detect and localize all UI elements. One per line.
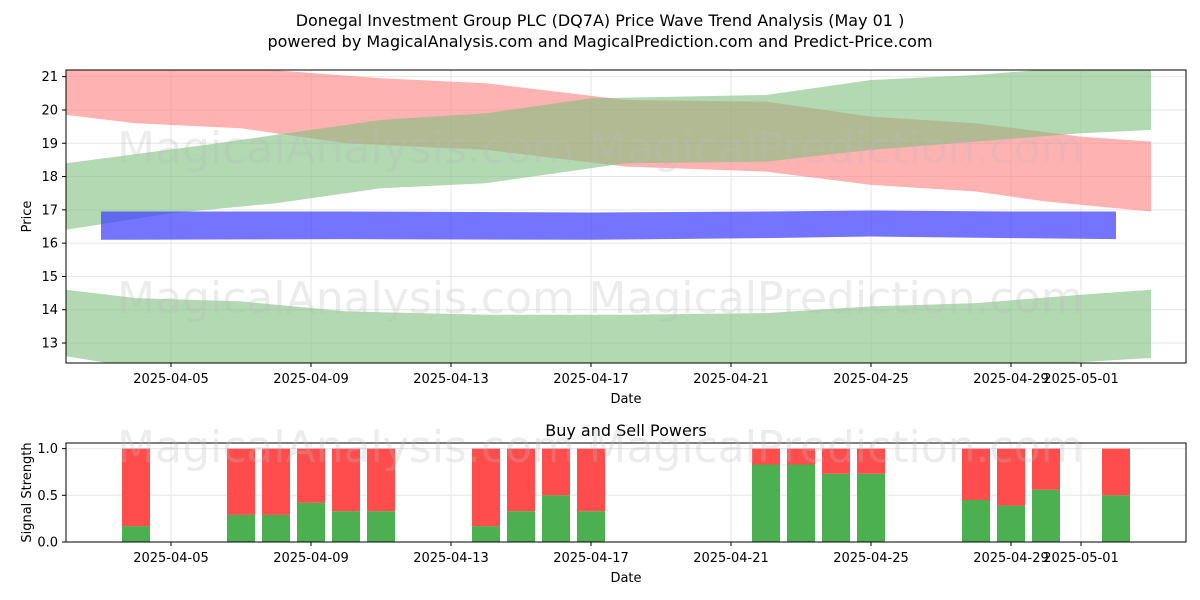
buy-bar xyxy=(122,526,150,542)
chart-subtitle: powered by MagicalAnalysis.com and Magic… xyxy=(267,32,932,51)
y-tick-label: 0.5 xyxy=(37,489,58,504)
x-tick-label: 2025-05-01 xyxy=(1043,372,1119,387)
x-tick-label: 2025-04-29 xyxy=(973,551,1049,566)
sell-bar xyxy=(962,448,990,500)
buy-bar xyxy=(297,502,325,542)
bottom-frame xyxy=(65,442,1187,543)
x-tick-label: 2025-04-05 xyxy=(133,551,209,566)
x-tick-label: 2025-04-25 xyxy=(833,551,909,566)
buy-bar xyxy=(227,514,255,542)
buy-bar xyxy=(332,511,360,542)
watermark-1: MagicalAnalysis.com xyxy=(117,123,575,174)
x-tick-label: 2025-04-09 xyxy=(273,372,349,387)
power-bars xyxy=(122,448,1130,542)
buy-bar xyxy=(857,473,885,542)
sell-bar xyxy=(857,448,885,474)
buy-bar xyxy=(472,526,500,542)
watermark-2: MagicalPrediction.com xyxy=(589,123,1084,174)
x-tick-label: 2025-04-21 xyxy=(693,551,769,566)
sell-bar xyxy=(262,448,290,515)
x-tick-label: 2025-04-17 xyxy=(553,551,629,566)
watermark-3: MagicalAnalysis.com xyxy=(117,273,575,324)
buy-bar xyxy=(262,514,290,542)
sell-bar xyxy=(997,448,1025,506)
sell-bar xyxy=(297,448,325,503)
sell-bar xyxy=(1102,448,1130,496)
buy-bar xyxy=(787,464,815,542)
buy-bar xyxy=(752,464,780,542)
buy-bar xyxy=(1032,489,1060,542)
price-wave-panel: 2025-04-05 2025-04-09 2025-04-13 2025-04-17… xyxy=(20,69,1187,407)
buy-bar xyxy=(822,473,850,542)
x-tick-label: 2025-04-13 xyxy=(413,372,489,387)
buy-bar xyxy=(507,511,535,542)
y-tick-label: 0.0 xyxy=(37,536,58,551)
x-tick-label: 2025-05-01 xyxy=(1043,551,1119,566)
buy-bar xyxy=(542,495,570,542)
sell-bar xyxy=(822,448,850,474)
sell-bar xyxy=(472,448,500,527)
x-tick-label: 2025-04-13 xyxy=(413,551,489,566)
sell-bar xyxy=(332,448,360,512)
buy-bar xyxy=(997,505,1025,542)
sell-bar xyxy=(542,448,570,496)
buy-bar xyxy=(962,500,990,542)
sell-bar xyxy=(752,448,780,465)
sell-bar xyxy=(122,448,150,527)
x-tick-label: 2025-04-29 xyxy=(973,372,1049,387)
buy-sell-title: Buy and Sell Powers xyxy=(545,421,707,440)
bottom-x-axis-label: Date xyxy=(610,571,641,586)
x-tick-label: 2025-04-17 xyxy=(553,372,629,387)
y-tick-label: 18 xyxy=(41,170,58,185)
x-tick-label: 2025-04-25 xyxy=(833,372,909,387)
buy-sell-panel: 2025-04-05 2025-04-09 2025-04-13 2025-04-17… xyxy=(20,421,1187,586)
price-bands xyxy=(66,70,1151,363)
sell-bar xyxy=(577,448,605,512)
buy-bar xyxy=(577,511,605,542)
sell-bar xyxy=(1032,448,1060,490)
y-tick-label: 1.0 xyxy=(37,442,58,457)
watermark-6: MagicalPrediction.com xyxy=(589,422,1084,473)
bottom-y-axis-label: Signal Strength xyxy=(20,442,35,542)
sell-bar xyxy=(227,448,255,515)
y-tick-label: 13 xyxy=(41,337,58,352)
top-x-axis-label: Date xyxy=(610,392,641,407)
y-tick-label: 17 xyxy=(41,203,58,218)
watermark-4: MagicalPrediction.com xyxy=(589,273,1084,324)
watermark-5: MagicalAnalysis.com xyxy=(117,422,575,473)
buy-bar xyxy=(1102,495,1130,542)
sell-bar xyxy=(507,448,535,512)
sell-bar xyxy=(367,448,395,512)
buy-bar xyxy=(367,511,395,542)
blue-band xyxy=(101,210,1116,240)
x-tick-label: 2025-04-09 xyxy=(273,551,349,566)
top-frame xyxy=(65,69,1187,364)
y-tick-label: 19 xyxy=(41,137,58,152)
y-tick-label: 15 xyxy=(41,270,58,285)
green-band-upper xyxy=(66,70,1151,230)
y-tick-label: 14 xyxy=(41,303,58,318)
green-band-lower xyxy=(66,289,1151,363)
x-tick-label: 2025-04-21 xyxy=(693,372,769,387)
y-tick-label: 21 xyxy=(41,70,58,85)
chart-title: Donegal Investment Group PLC (DQ7A) Pric… xyxy=(296,11,905,30)
top-y-axis-label: Price xyxy=(20,201,35,233)
sell-bar xyxy=(787,448,815,465)
y-tick-label: 16 xyxy=(41,237,58,252)
x-tick-label: 2025-04-05 xyxy=(133,372,209,387)
y-tick-label: 20 xyxy=(41,103,58,118)
